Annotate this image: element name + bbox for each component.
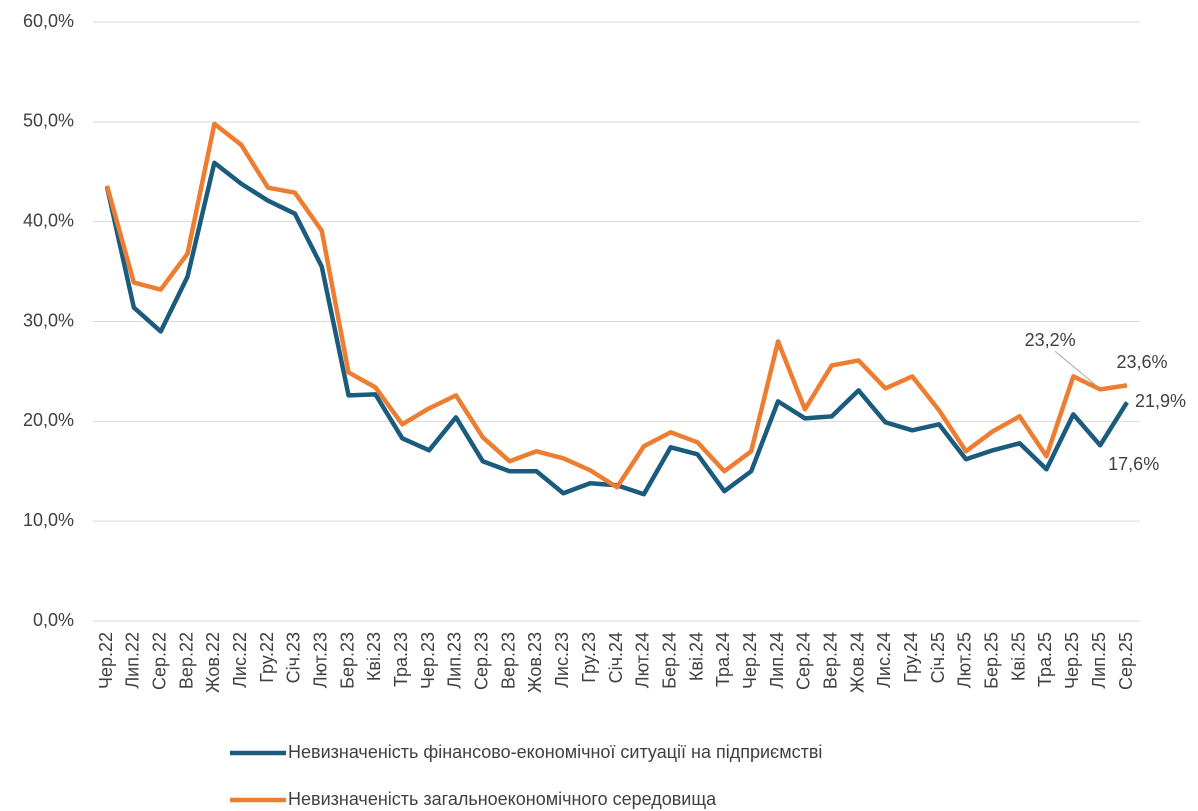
leader-line xyxy=(1054,351,1097,386)
x-tick-label: Чер.23 xyxy=(418,632,438,689)
legend-label: Невизначеність загальноекономічного сере… xyxy=(288,789,717,809)
x-tick-label: Лис.24 xyxy=(874,632,894,688)
x-tick-label: Тра.25 xyxy=(1035,632,1055,687)
x-tick-label: Кві.23 xyxy=(364,632,384,681)
x-tick-label: Сер.25 xyxy=(1116,632,1136,690)
x-tick-label: Вер.22 xyxy=(176,632,196,689)
x-tick-label: Гру.22 xyxy=(257,632,277,683)
x-tick-label: Гру.23 xyxy=(579,632,599,683)
y-tick-label: 40,0% xyxy=(23,210,74,230)
data-label: 23,6% xyxy=(1116,352,1167,372)
x-tick-label: Жов.23 xyxy=(525,632,545,693)
x-tick-label: Бер.24 xyxy=(659,632,679,689)
x-tick-label: Лип.25 xyxy=(1089,632,1109,689)
y-tick-label: 20,0% xyxy=(23,410,74,430)
y-tick-label: 30,0% xyxy=(23,310,74,330)
x-tick-label: Січ.23 xyxy=(284,632,304,683)
x-tick-label: Лип.23 xyxy=(445,632,465,689)
data-label: 21,9% xyxy=(1135,391,1186,411)
x-tick-label: Лис.22 xyxy=(230,632,250,688)
legend-label: Невизначеність фінансово-економічної сит… xyxy=(288,742,822,762)
x-tick-label: Гру.24 xyxy=(901,632,921,683)
x-tick-label: Сер.23 xyxy=(472,632,492,690)
series-line xyxy=(104,121,1128,490)
x-tick-label: Лют.25 xyxy=(955,632,975,688)
data-label: 23,2% xyxy=(1025,330,1076,350)
y-tick-label: 50,0% xyxy=(23,111,74,131)
y-tick-label: 10,0% xyxy=(23,510,74,530)
x-tick-label: Лип.24 xyxy=(767,632,787,689)
x-tick-label: Чер.22 xyxy=(96,632,116,689)
x-tick-label: Тра.24 xyxy=(713,632,733,687)
data-label: 17,6% xyxy=(1108,454,1159,474)
x-tick-label: Чер.25 xyxy=(1062,632,1082,689)
x-tick-label: Лют.23 xyxy=(310,632,330,688)
x-tick-label: Лис.23 xyxy=(552,632,572,688)
y-tick-label: 0,0% xyxy=(33,610,74,630)
x-tick-label: Лип.22 xyxy=(123,632,143,689)
x-tick-label: Сер.22 xyxy=(149,632,169,690)
x-tick-label: Сер.24 xyxy=(794,632,814,690)
x-tick-label: Січ.24 xyxy=(606,632,626,683)
x-tick-label: Бер.23 xyxy=(337,632,357,689)
x-tick-label: Жов.24 xyxy=(847,632,867,693)
x-tick-label: Чер.24 xyxy=(740,632,760,689)
x-tick-label: Січ.25 xyxy=(928,632,948,683)
x-tick-label: Вер.24 xyxy=(820,632,840,689)
x-tick-label: Кві.24 xyxy=(686,632,706,681)
x-tick-label: Вер.23 xyxy=(498,632,518,689)
x-tick-label: Лют.24 xyxy=(633,632,653,688)
y-tick-label: 60,0% xyxy=(23,11,74,31)
x-tick-label: Жов.22 xyxy=(203,632,223,693)
x-tick-label: Тра.23 xyxy=(391,632,411,687)
x-tick-label: Бер.25 xyxy=(982,632,1002,689)
x-tick-label: Кві.25 xyxy=(1008,632,1028,681)
